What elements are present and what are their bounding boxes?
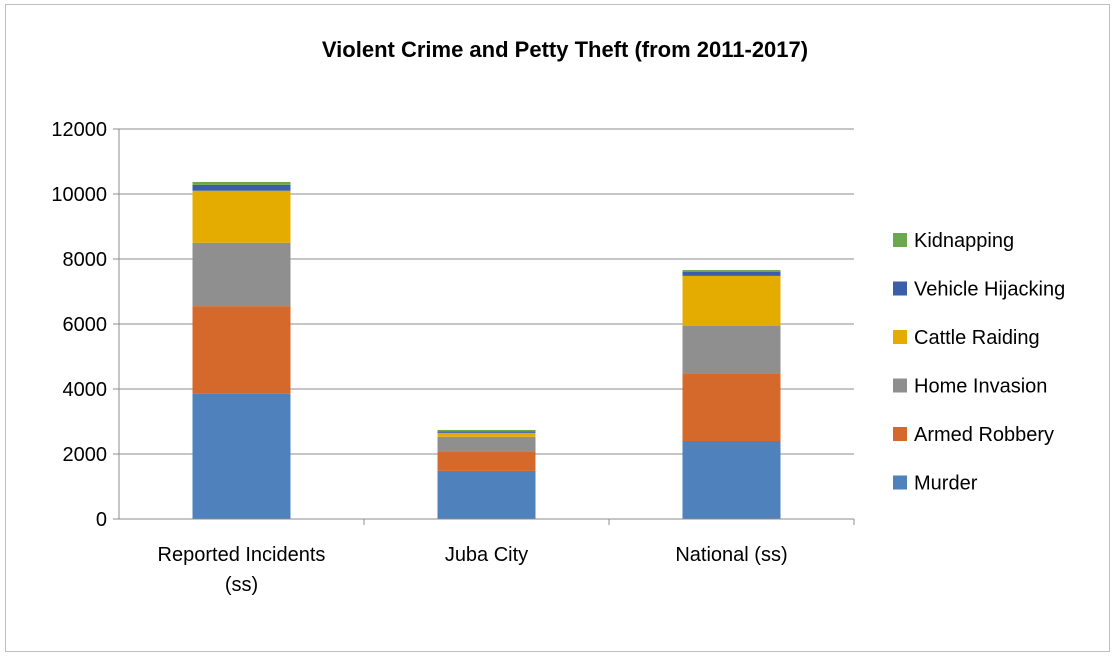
- chart-area: Violent Crime and Petty Theft (from 2011…: [5, 4, 1110, 652]
- y-tick-label: 4000: [63, 379, 108, 401]
- y-tick-label: 2000: [63, 444, 108, 466]
- bar-segment-kidnapping: [192, 181, 291, 185]
- legend-label: Home Invasion: [914, 376, 1047, 398]
- bar-segment-murder: [682, 441, 781, 519]
- bar-segment-home-invasion: [437, 436, 536, 452]
- bar-segment-vehicle-hijacking: [192, 184, 291, 191]
- x-category-label: National (ss): [675, 544, 787, 566]
- bar-segment-vehicle-hijacking: [682, 272, 781, 276]
- y-tick-label: 8000: [63, 249, 108, 271]
- legend-swatch: [893, 233, 907, 247]
- legend: Kidnapping Vehicle Hijacking Cattle Raidin…: [893, 230, 1065, 495]
- x-category-labels: Reported Incidents (ss) Juba City National …: [158, 544, 788, 596]
- legend-label: Kidnapping: [914, 230, 1014, 252]
- bar-segment-armed-robbery: [192, 306, 291, 394]
- bar-segment-vehicle-hijacking: [437, 431, 536, 433]
- y-tick-label: 0: [96, 509, 107, 531]
- legend-label: Murder: [914, 473, 978, 495]
- bar-segment-kidnapping: [682, 270, 781, 272]
- x-category-label: Juba City: [445, 544, 528, 566]
- legend-label: Cattle Raiding: [914, 327, 1040, 349]
- bar-segment-cattle-raiding: [437, 432, 536, 437]
- legend-swatch: [893, 427, 907, 441]
- bar-segment-kidnapping: [437, 429, 536, 432]
- bar-segment-armed-robbery: [437, 451, 536, 471]
- legend-swatch: [893, 475, 907, 490]
- legend-swatch: [893, 378, 907, 393]
- bar-segment-cattle-raiding: [192, 190, 291, 243]
- x-category-label: (ss): [225, 574, 258, 596]
- bar-segment-armed-robbery: [682, 373, 781, 441]
- bar-segment-home-invasion: [682, 325, 781, 374]
- x-category-label: Reported Incidents: [158, 544, 326, 566]
- legend-label: Armed Robbery: [914, 424, 1054, 446]
- legend-swatch: [893, 330, 907, 344]
- y-tick-label: 12000: [51, 119, 107, 141]
- bar-segment-cattle-raiding: [682, 275, 781, 326]
- axes: [118, 129, 855, 525]
- legend-label: Vehicle Hijacking: [914, 279, 1065, 301]
- chart-title: Violent Crime and Petty Theft (from 2011…: [322, 37, 808, 62]
- bars: [192, 181, 781, 519]
- bar-segment-home-invasion: [192, 242, 291, 307]
- y-tick-labels: 0 2000 4000 6000 8000 10000 12000: [51, 119, 107, 531]
- chart-svg: Violent Crime and Petty Theft (from 2011…: [51, 37, 1065, 596]
- bar-segment-murder: [192, 393, 291, 519]
- legend-swatch: [893, 281, 907, 296]
- bar-segment-murder: [437, 470, 536, 519]
- y-tick-label: 6000: [63, 314, 108, 336]
- y-tick-label: 10000: [51, 184, 107, 206]
